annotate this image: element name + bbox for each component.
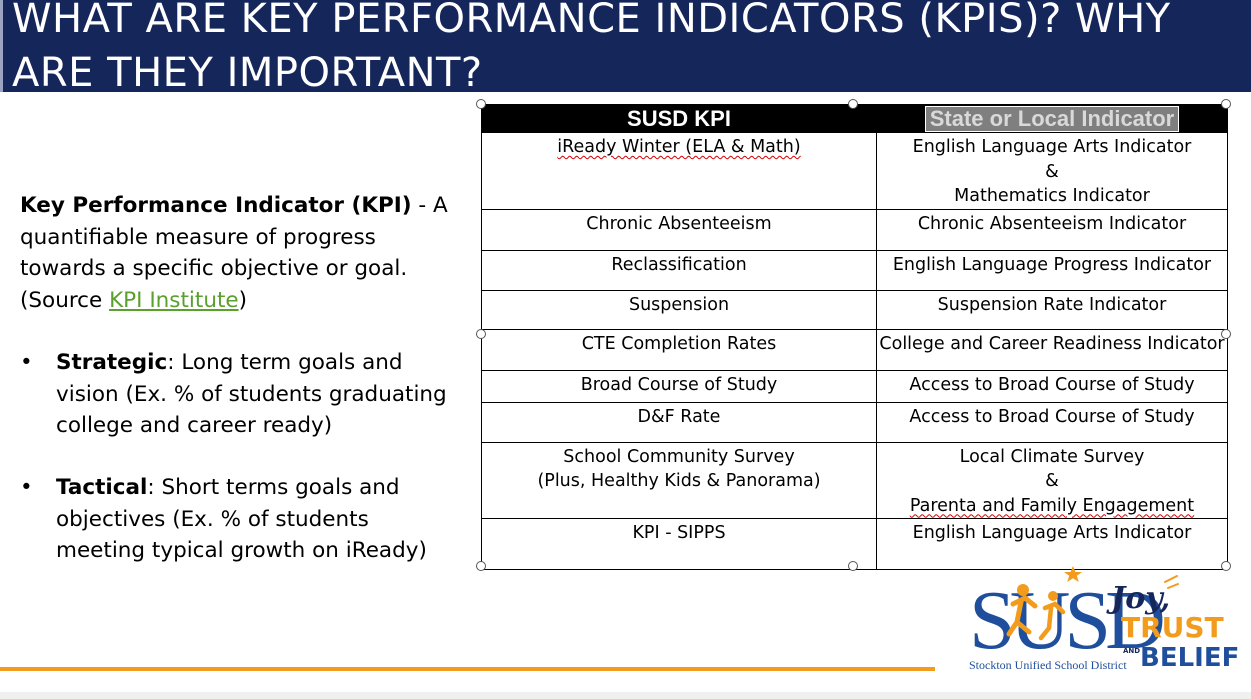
indicator-line: Mathematics Indicator — [954, 186, 1150, 206]
figure-head — [1048, 591, 1058, 601]
logo-trust: TRUST — [1121, 611, 1224, 644]
logo-district-name: Stockton Unified School District — [969, 658, 1127, 672]
bullet-head: Tactical — [56, 475, 148, 500]
table-row: Reclassification English Language Progre… — [481, 249, 1228, 291]
indicator-line: Local Climate Survey — [959, 446, 1145, 467]
bullet-marker: • — [20, 475, 33, 500]
kpi-line: (Plus, Healthy Kids & Panorama) — [537, 471, 821, 491]
figure-body — [1006, 595, 1038, 637]
table-row: Chronic Absenteeism Chronic Absenteeism … — [481, 208, 1228, 251]
indicator-cell: Access to Broad Course of Study — [876, 369, 1228, 403]
header-susd-kpi: SUSD KPI — [481, 104, 877, 133]
title-left-edge — [0, 0, 3, 92]
bullet-body: : Short terms goals and objectives (Ex. … — [56, 475, 427, 563]
table-row: School Community Survey (Plus, Healthy Ki… — [481, 441, 1228, 519]
table-row: Broad Course of Study Access to Broad Co… — [481, 369, 1228, 403]
kpi-cell: Chronic Absenteeism — [481, 208, 877, 251]
header-indicator-label: State or Local Indicator — [924, 105, 1180, 132]
logo-joy: Joy, — [1106, 581, 1170, 616]
kpi-cell: iReady Winter (ELA & Math) — [481, 132, 877, 210]
spark-icon — [1164, 575, 1179, 589]
indicator-cell: English Language Arts Indicator & Mathemat… — [876, 132, 1228, 210]
definition-term: Key Performance Indicator (KPI) — [20, 193, 412, 218]
kpi-table[interactable]: SUSD KPI State or Local Indicator iReady… — [481, 104, 1228, 570]
bullet-text: Tactical: Short terms goals and objectiv… — [56, 472, 456, 567]
indicator-line: Parenta and Family Engagement — [879, 494, 1225, 519]
definition-close: ) — [238, 287, 247, 313]
table-row: D&F Rate Access to Broad Course of Study — [481, 401, 1228, 443]
table-row: CTE Completion Rates College and Career … — [481, 328, 1228, 371]
figure-body — [1038, 601, 1066, 641]
kpi-line: School Community Survey — [563, 446, 795, 467]
figure-head — [1017, 584, 1029, 596]
resize-handle-middle-right[interactable] — [1221, 329, 1231, 339]
indicator-cell: Chronic Absenteeism Indicator — [876, 208, 1228, 251]
resize-handle-top-left[interactable] — [476, 99, 486, 109]
header-indicator: State or Local Indicator — [876, 104, 1228, 133]
indicator-cell: Suspension Rate Indicator — [876, 289, 1228, 330]
kpi-cell: Broad Course of Study — [481, 369, 877, 403]
indicator-line: English Language Arts Indicator — [912, 137, 1192, 157]
kpi-cell: CTE Completion Rates — [481, 328, 877, 371]
indicator-text: Parenta and Family Engagement — [909, 495, 1195, 516]
kpi-definition: Key Performance Indicator (KPI) - A quan… — [20, 190, 460, 316]
bottom-strip — [0, 692, 1251, 699]
table-row: Suspension Suspension Rate Indicator — [481, 289, 1228, 330]
indicator-cell: College and Career Readiness Indicator — [876, 328, 1228, 371]
resize-handle-top-center[interactable] — [848, 99, 858, 109]
logo-belief: BELIEF — [1140, 643, 1239, 673]
kpi-cell: Reclassification — [481, 249, 877, 291]
kpi-cell: D&F Rate — [481, 401, 877, 443]
indicator-cell: Access to Broad Course of Study — [876, 401, 1228, 443]
indicator-line: & — [1045, 471, 1059, 491]
logo-and: AND — [1123, 647, 1140, 655]
definition-dash: - — [411, 193, 427, 218]
kpi-cell: KPI - SIPPS — [481, 518, 877, 570]
logo-susd-letters: SUSD — [969, 574, 1163, 667]
title-bar: What are Key Performance Indicators (KPI… — [0, 0, 1251, 92]
kpi-text: iReady Winter (ELA & Math) — [557, 137, 801, 157]
kpi-institute-link[interactable]: KPI Institute — [109, 287, 239, 313]
table-row: iReady Winter (ELA & Math) English Langu… — [481, 132, 1228, 210]
bullet-body: : Long term goals and vision (Ex. % of s… — [56, 350, 447, 438]
indicator-cell: English Language Arts Indicator — [876, 518, 1228, 570]
kpi-cell: Suspension — [481, 289, 877, 330]
susd-logo: SUSD Stockton Unified School District Jo… — [969, 566, 1239, 673]
resize-handle-top-right[interactable] — [1221, 99, 1231, 109]
resize-handle-bottom-left[interactable] — [476, 561, 486, 571]
resize-handle-middle-left[interactable] — [476, 329, 486, 339]
table-row: KPI - SIPPS English Language Arts Indica… — [481, 518, 1228, 570]
slide-title: What are Key Performance Indicators (KPI… — [12, 0, 1171, 92]
indicator-cell: Local Climate Survey & Parenta and Family … — [876, 441, 1228, 519]
indicator-line: & — [1045, 161, 1059, 182]
indicator-cell: English Language Progress Indicator — [876, 249, 1228, 291]
bullet-marker: • — [20, 350, 33, 375]
kpi-cell: School Community Survey (Plus, Healthy Ki… — [481, 441, 877, 519]
bullet-head: Strategic — [56, 350, 168, 375]
accent-line — [0, 667, 935, 671]
resize-handle-bottom-center[interactable] — [848, 561, 858, 571]
bullet-text: Strategic: Long term goals and vision (E… — [56, 347, 456, 442]
star-icon — [1064, 566, 1082, 582]
resize-handle-bottom-right[interactable] — [1221, 561, 1231, 571]
table-header-row: SUSD KPI State or Local Indicator — [481, 104, 1228, 133]
definition-body: A quantifiable measure of progress towar… — [20, 193, 448, 313]
